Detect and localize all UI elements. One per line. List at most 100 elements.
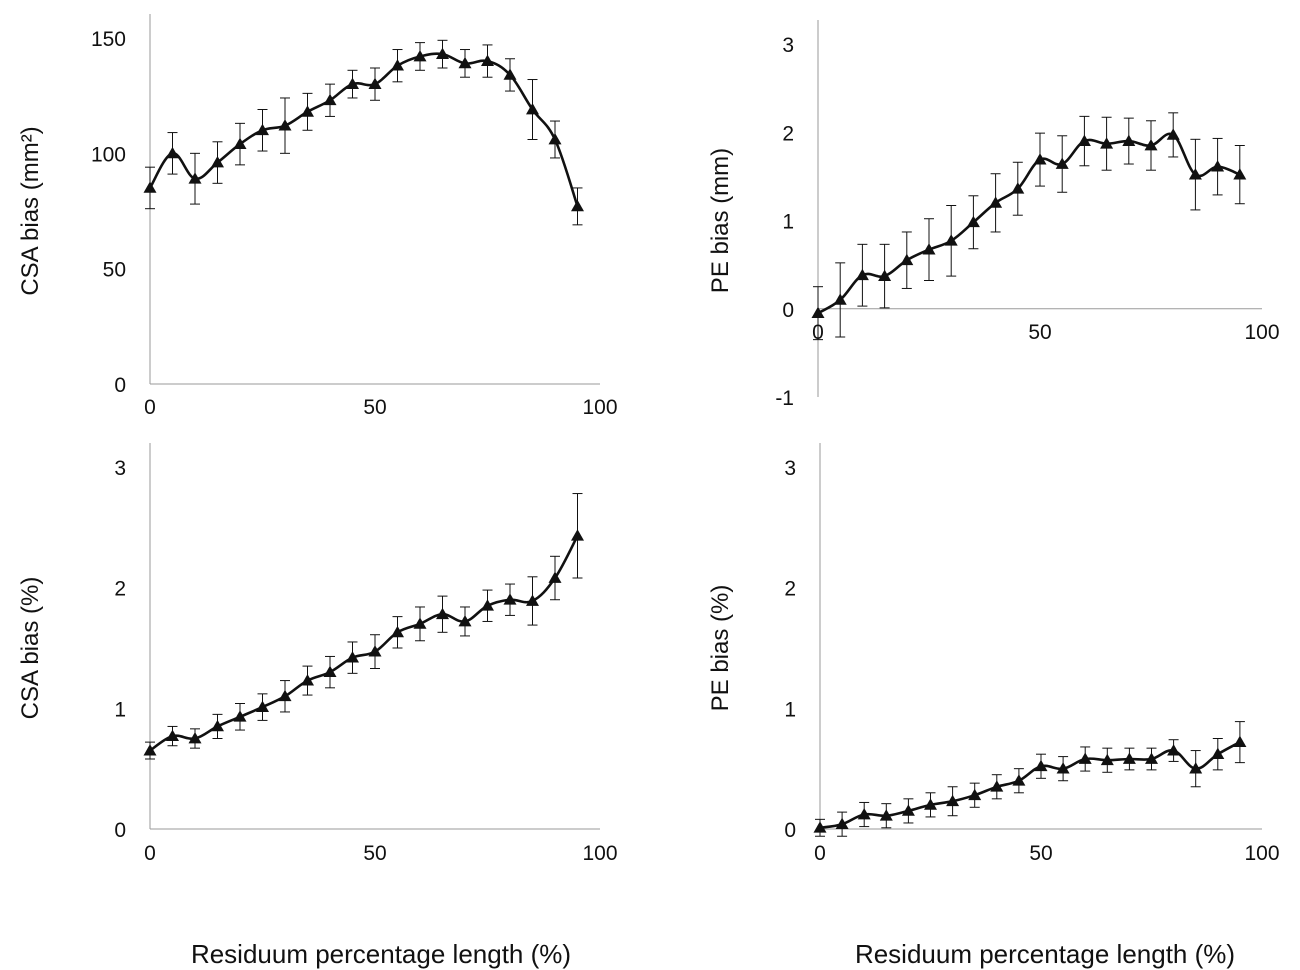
data-point-marker	[1012, 774, 1026, 786]
data-point-marker	[166, 729, 179, 741]
x-tick-label: 0	[814, 842, 826, 865]
data-point-marker	[989, 196, 1003, 208]
chart-panel-bottom-right: 0 1 2 3 0 50 100 PE bias (%)	[707, 443, 1280, 865]
series-line	[817, 132, 1241, 315]
data-point-marker	[143, 181, 157, 193]
data-point-marker	[301, 105, 314, 117]
data-point-marker	[413, 49, 427, 62]
data-point-marker	[901, 804, 915, 816]
y-tick-label: 3	[784, 457, 796, 480]
y-tick-label: 2	[782, 122, 794, 145]
data-point-marker	[233, 137, 247, 149]
y-tick-label: 0	[114, 819, 126, 842]
data-point-marker	[436, 47, 449, 60]
x-tick-label: 100	[582, 842, 617, 865]
data-point-marker	[990, 780, 1004, 792]
data-point-marker	[1188, 168, 1202, 180]
y-tick-label: 1	[782, 211, 794, 234]
y-tick-label: 150	[91, 28, 126, 51]
data-point-marker	[1189, 762, 1203, 774]
data-point-marker	[1211, 160, 1225, 172]
data-point-marker	[857, 808, 871, 820]
data-point-marker	[1233, 168, 1247, 180]
data-point-marker	[1078, 752, 1092, 764]
data-point-marker	[256, 700, 269, 713]
data-point-marker	[813, 821, 827, 833]
data-point-marker	[413, 617, 427, 629]
data-point-marker	[878, 269, 892, 281]
footer-xlabel-left: Residuum percentage length (%)	[191, 939, 571, 969]
data-point-marker	[458, 56, 472, 69]
data-point-marker	[811, 306, 825, 319]
x-tick-label: 100	[1244, 842, 1279, 865]
data-point-marker	[481, 54, 494, 66]
data-point-marker	[1033, 153, 1047, 165]
data-point-marker	[966, 215, 980, 228]
data-point-marker	[1100, 137, 1114, 149]
data-point-marker	[548, 571, 562, 583]
y-tick-label: 0	[784, 819, 796, 842]
data-point-marker	[278, 689, 292, 702]
chart-panel-top-left: 0 50 100 150 0 50 100 CSA bias (mm²)	[17, 14, 618, 419]
data-point-marker	[571, 199, 584, 212]
data-point-marker	[278, 119, 292, 131]
data-point-marker	[211, 156, 224, 168]
y-tick-label: 50	[103, 259, 126, 282]
x-tick-label: 50	[1029, 842, 1052, 865]
y-axis-title: PE bias (%)	[707, 585, 734, 712]
data-point-marker	[211, 719, 224, 732]
y-tick-label: 1	[784, 698, 796, 721]
x-tick-label: 50	[363, 842, 386, 865]
data-point-marker	[1144, 138, 1158, 151]
x-tick-label: 0	[144, 842, 156, 865]
data-point-marker	[256, 123, 269, 136]
y-tick-label: 1	[114, 698, 126, 721]
y-tick-label: 100	[91, 143, 126, 166]
x-tick-label: 0	[144, 396, 156, 419]
y-tick-label: -1	[775, 387, 794, 410]
data-point-marker	[1211, 747, 1225, 760]
data-point-marker	[946, 794, 960, 807]
data-point-marker	[1034, 759, 1048, 772]
data-point-marker	[458, 614, 472, 627]
data-point-marker	[391, 625, 404, 638]
data-point-marker	[1055, 157, 1069, 169]
data-point-marker	[548, 132, 562, 145]
data-point-marker	[944, 234, 958, 246]
data-point-marker	[233, 710, 247, 722]
y-tick-label: 3	[782, 34, 794, 57]
data-point-marker	[571, 529, 584, 541]
data-point-marker	[924, 798, 937, 810]
data-point-marker	[526, 103, 539, 115]
data-point-marker	[1145, 752, 1158, 764]
data-point-marker	[900, 253, 914, 266]
y-axis-title: CSA bias (%)	[17, 577, 44, 720]
data-point-marker	[835, 817, 849, 830]
data-point-marker	[481, 599, 494, 611]
y-tick-label: 2	[784, 578, 796, 601]
data-point-marker	[346, 651, 359, 663]
data-point-marker	[323, 93, 337, 106]
data-point-marker	[968, 788, 982, 801]
data-point-marker	[855, 268, 869, 281]
x-tick-label: 50	[363, 396, 386, 419]
data-point-marker	[1077, 134, 1091, 146]
data-point-marker	[1011, 182, 1025, 194]
data-point-marker	[368, 645, 382, 657]
data-point-marker	[1122, 752, 1136, 764]
data-point-marker	[1122, 134, 1136, 146]
data-point-marker	[143, 744, 157, 756]
y-axis-title: PE bias (mm)	[707, 148, 734, 293]
data-point-marker	[436, 607, 449, 620]
data-point-marker	[503, 68, 517, 80]
y-axis-title: CSA bias (mm²)	[17, 126, 44, 295]
data-point-marker	[301, 674, 314, 686]
data-point-marker	[1100, 753, 1114, 766]
y-tick-label: 0	[782, 299, 794, 322]
data-point-marker	[1167, 744, 1181, 756]
x-tick-label: 100	[1244, 321, 1279, 344]
data-point-marker	[188, 732, 202, 744]
data-point-marker	[368, 77, 382, 90]
data-point-marker	[1233, 735, 1247, 747]
